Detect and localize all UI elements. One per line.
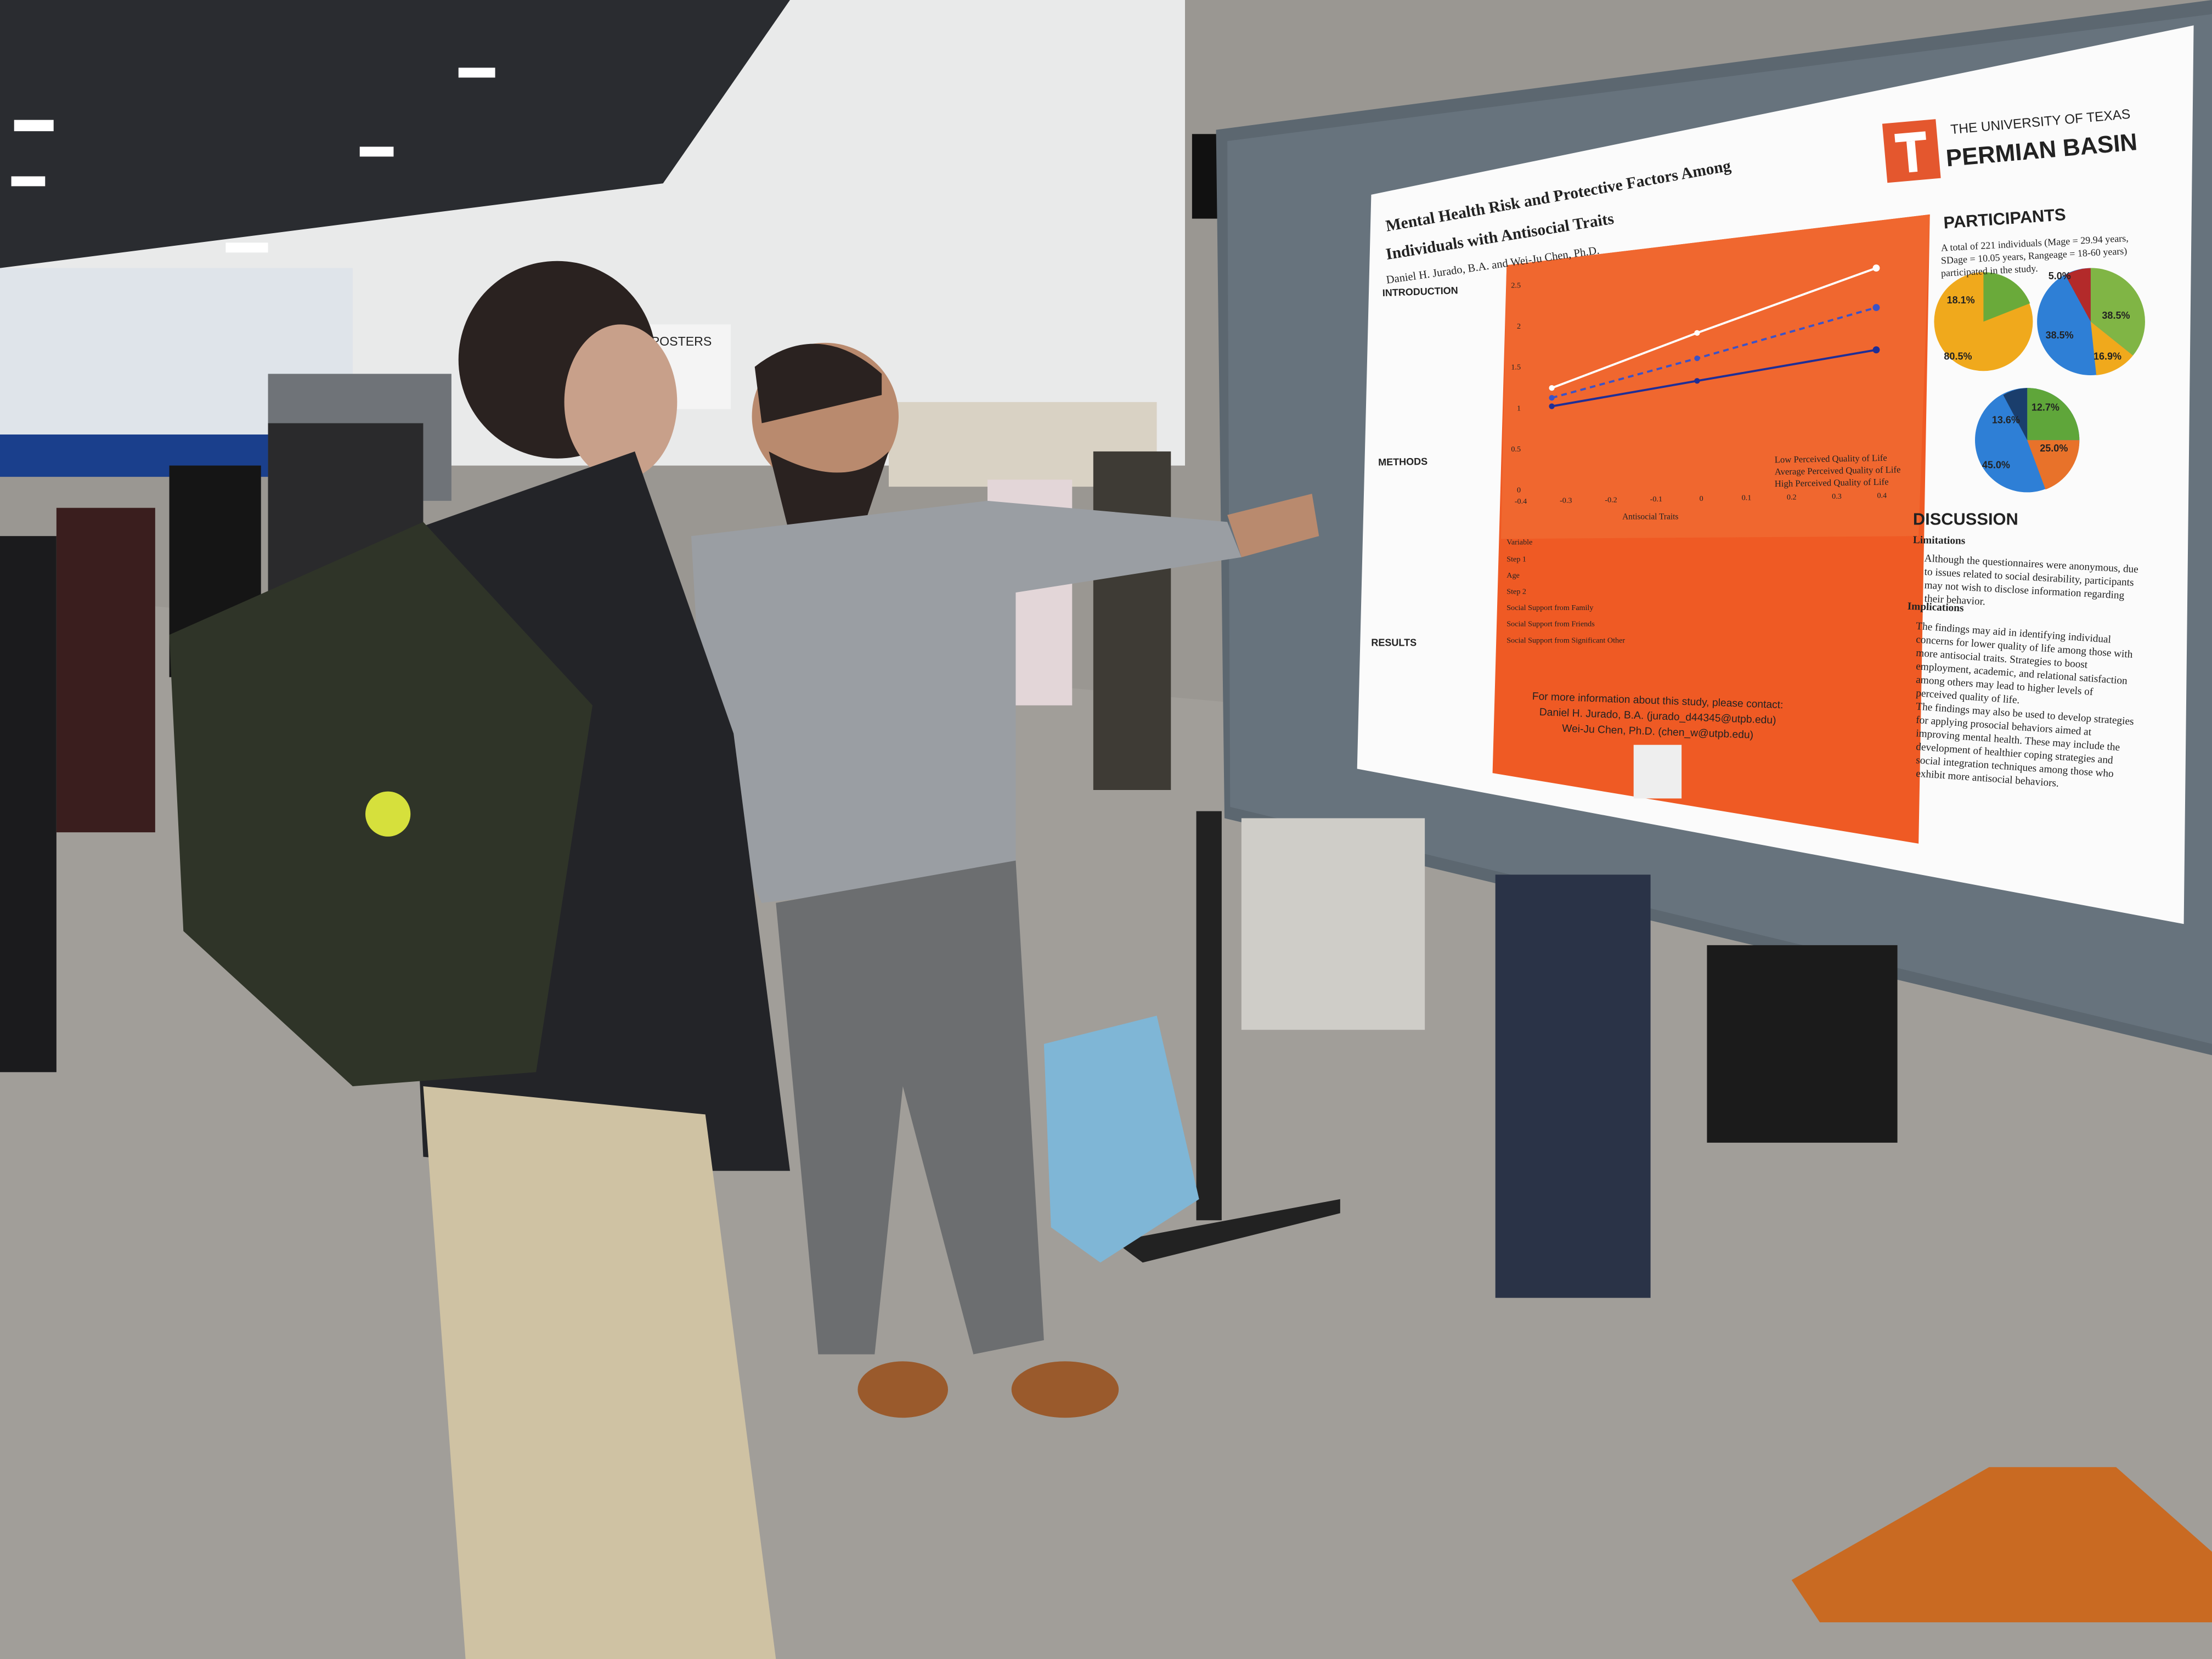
shape	[1694, 378, 1700, 384]
table-row-label: Social Support from Significant Other	[1506, 636, 1625, 645]
table-row-label: Step 2	[1506, 588, 1526, 596]
x-tick-label: 0	[1700, 494, 1703, 503]
pie-label: 38.5%	[2102, 310, 2130, 321]
x-tick-label: 0.2	[1787, 493, 1797, 501]
shape	[1983, 272, 2030, 322]
board-leg	[1196, 811, 1222, 1221]
shape	[857, 1361, 948, 1418]
pie-label: 12.7%	[2032, 402, 2059, 413]
discussion-heading: DISCUSSION	[1913, 510, 2018, 529]
legend-entry: High Perceived Quality of Life	[1775, 477, 1889, 489]
shape	[2027, 388, 2080, 441]
y-tick-label: 1.5	[1511, 363, 1521, 372]
pie-label: 80.5%	[1944, 351, 1972, 362]
shape	[1011, 1361, 1119, 1418]
y-tick-label: 0.5	[1511, 445, 1521, 454]
pie-label: 25.0%	[2040, 443, 2068, 454]
logo	[1882, 119, 1941, 183]
pie-label: 5.0%	[2049, 270, 2071, 281]
discussion-subheading: Limitations	[1913, 534, 1966, 547]
shape	[365, 791, 411, 837]
shape	[1906, 140, 1918, 173]
pie-label: 16.9%	[2094, 351, 2121, 362]
shape	[2090, 321, 2133, 375]
qr-code	[1633, 744, 1682, 799]
table-row-label: Social Support from Family	[1506, 603, 1593, 612]
restroom-sign	[1192, 134, 1221, 219]
backpack-floor	[1043, 1015, 1199, 1263]
shape	[1694, 356, 1700, 362]
shape	[1043, 1015, 1199, 1263]
shape	[225, 242, 268, 253]
pie-charts	[1934, 268, 2145, 493]
shape	[754, 343, 882, 424]
shape	[1872, 304, 1880, 311]
x-axis-label: Antisocial Traits	[1622, 512, 1678, 521]
pie-label: 45.0%	[1982, 460, 2010, 471]
table-row-label: Age	[1506, 571, 1520, 580]
shape	[56, 507, 155, 833]
table-row-label: Social Support from Friends	[1506, 620, 1594, 629]
shape	[458, 67, 495, 78]
shape	[1227, 494, 1319, 557]
section-heading: INTRODUCTION	[1382, 285, 1458, 298]
visitor	[169, 261, 790, 1659]
shape	[1707, 945, 1898, 1143]
x-tick-label: -0.2	[1605, 495, 1617, 504]
legend-entry: Average Perceived Quality of Life	[1775, 464, 1901, 477]
section-heading: METHODS	[1378, 456, 1427, 468]
y-tick-label: 0	[1517, 486, 1521, 494]
shape	[11, 176, 46, 187]
table-header: Variable	[1506, 538, 1532, 547]
pie-label: 13.6%	[1992, 414, 2020, 425]
pie-label: 18.1%	[1947, 295, 1975, 306]
ceiling-lights	[11, 67, 495, 253]
shape	[2090, 268, 2145, 356]
shape	[1495, 874, 1651, 1298]
pie-label: 38.5%	[2046, 330, 2074, 341]
x-tick-label: -0.1	[1650, 495, 1662, 504]
shape	[14, 120, 54, 132]
sign-text: POSTERS	[651, 334, 712, 348]
shape	[691, 500, 1242, 903]
shape	[1872, 264, 1880, 272]
shape	[1549, 403, 1555, 409]
x-tick-label: 0.1	[1742, 494, 1752, 503]
shape	[1549, 385, 1555, 391]
x-tick-label: -0.4	[1515, 497, 1527, 506]
y-tick-label: 1	[1517, 404, 1521, 413]
shape	[1872, 346, 1880, 354]
x-tick-label: 0.3	[1832, 492, 1842, 501]
section-heading: RESULTS	[1371, 637, 1417, 648]
x-tick-label: 0.4	[1877, 492, 1887, 500]
ceiling	[0, 0, 790, 268]
shape	[423, 1086, 776, 1659]
shape	[2027, 440, 2080, 490]
x-tick-label: -0.3	[1560, 496, 1572, 505]
shape	[1241, 818, 1425, 1030]
shape	[2003, 388, 2028, 441]
presenter	[691, 342, 1319, 1418]
shape	[0, 536, 57, 1073]
y-tick-label: 2.5	[1511, 281, 1521, 290]
legend-entry: Low Perceived Quality of Life	[1775, 453, 1887, 465]
shape	[1791, 1467, 2212, 1623]
discussion-subheading: Implications	[1907, 601, 1964, 614]
shape	[1894, 131, 1926, 143]
chart-points	[1549, 264, 1880, 409]
y-tick-label: 2	[1517, 322, 1521, 331]
shape	[1549, 395, 1555, 401]
shape	[776, 860, 1044, 1355]
shape	[1694, 330, 1700, 336]
shape	[1093, 451, 1171, 790]
shape	[2065, 268, 2091, 322]
shape	[359, 146, 394, 157]
shape	[769, 451, 889, 537]
shape	[564, 324, 678, 480]
table-row-label: Step 1	[1506, 555, 1526, 563]
board-foot	[1114, 1199, 1340, 1263]
